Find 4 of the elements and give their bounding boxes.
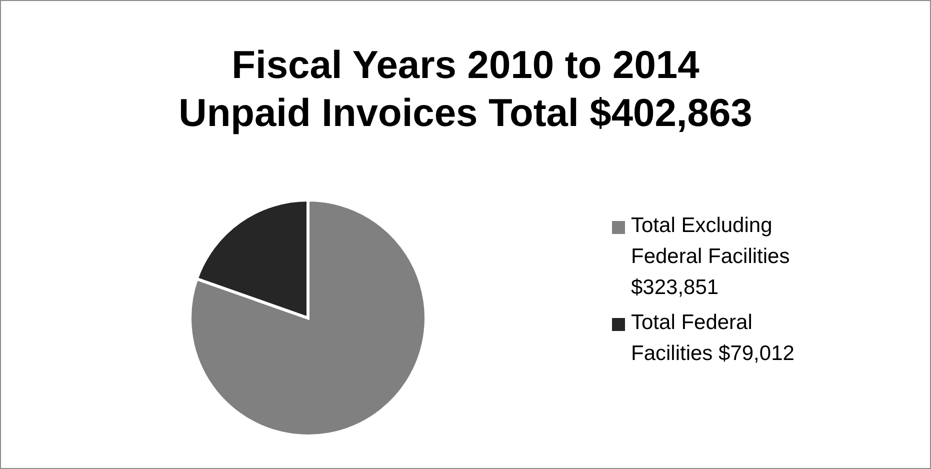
legend-label: Total Federal Facilities $79,012 xyxy=(631,311,794,365)
chart-title: Fiscal Years 2010 to 2014 Unpaid Invoices Total $402,863 xyxy=(178,44,752,135)
pie-slice xyxy=(188,198,428,438)
legend-label: Total Excluding Federal Facilities $323,851 xyxy=(631,214,790,299)
